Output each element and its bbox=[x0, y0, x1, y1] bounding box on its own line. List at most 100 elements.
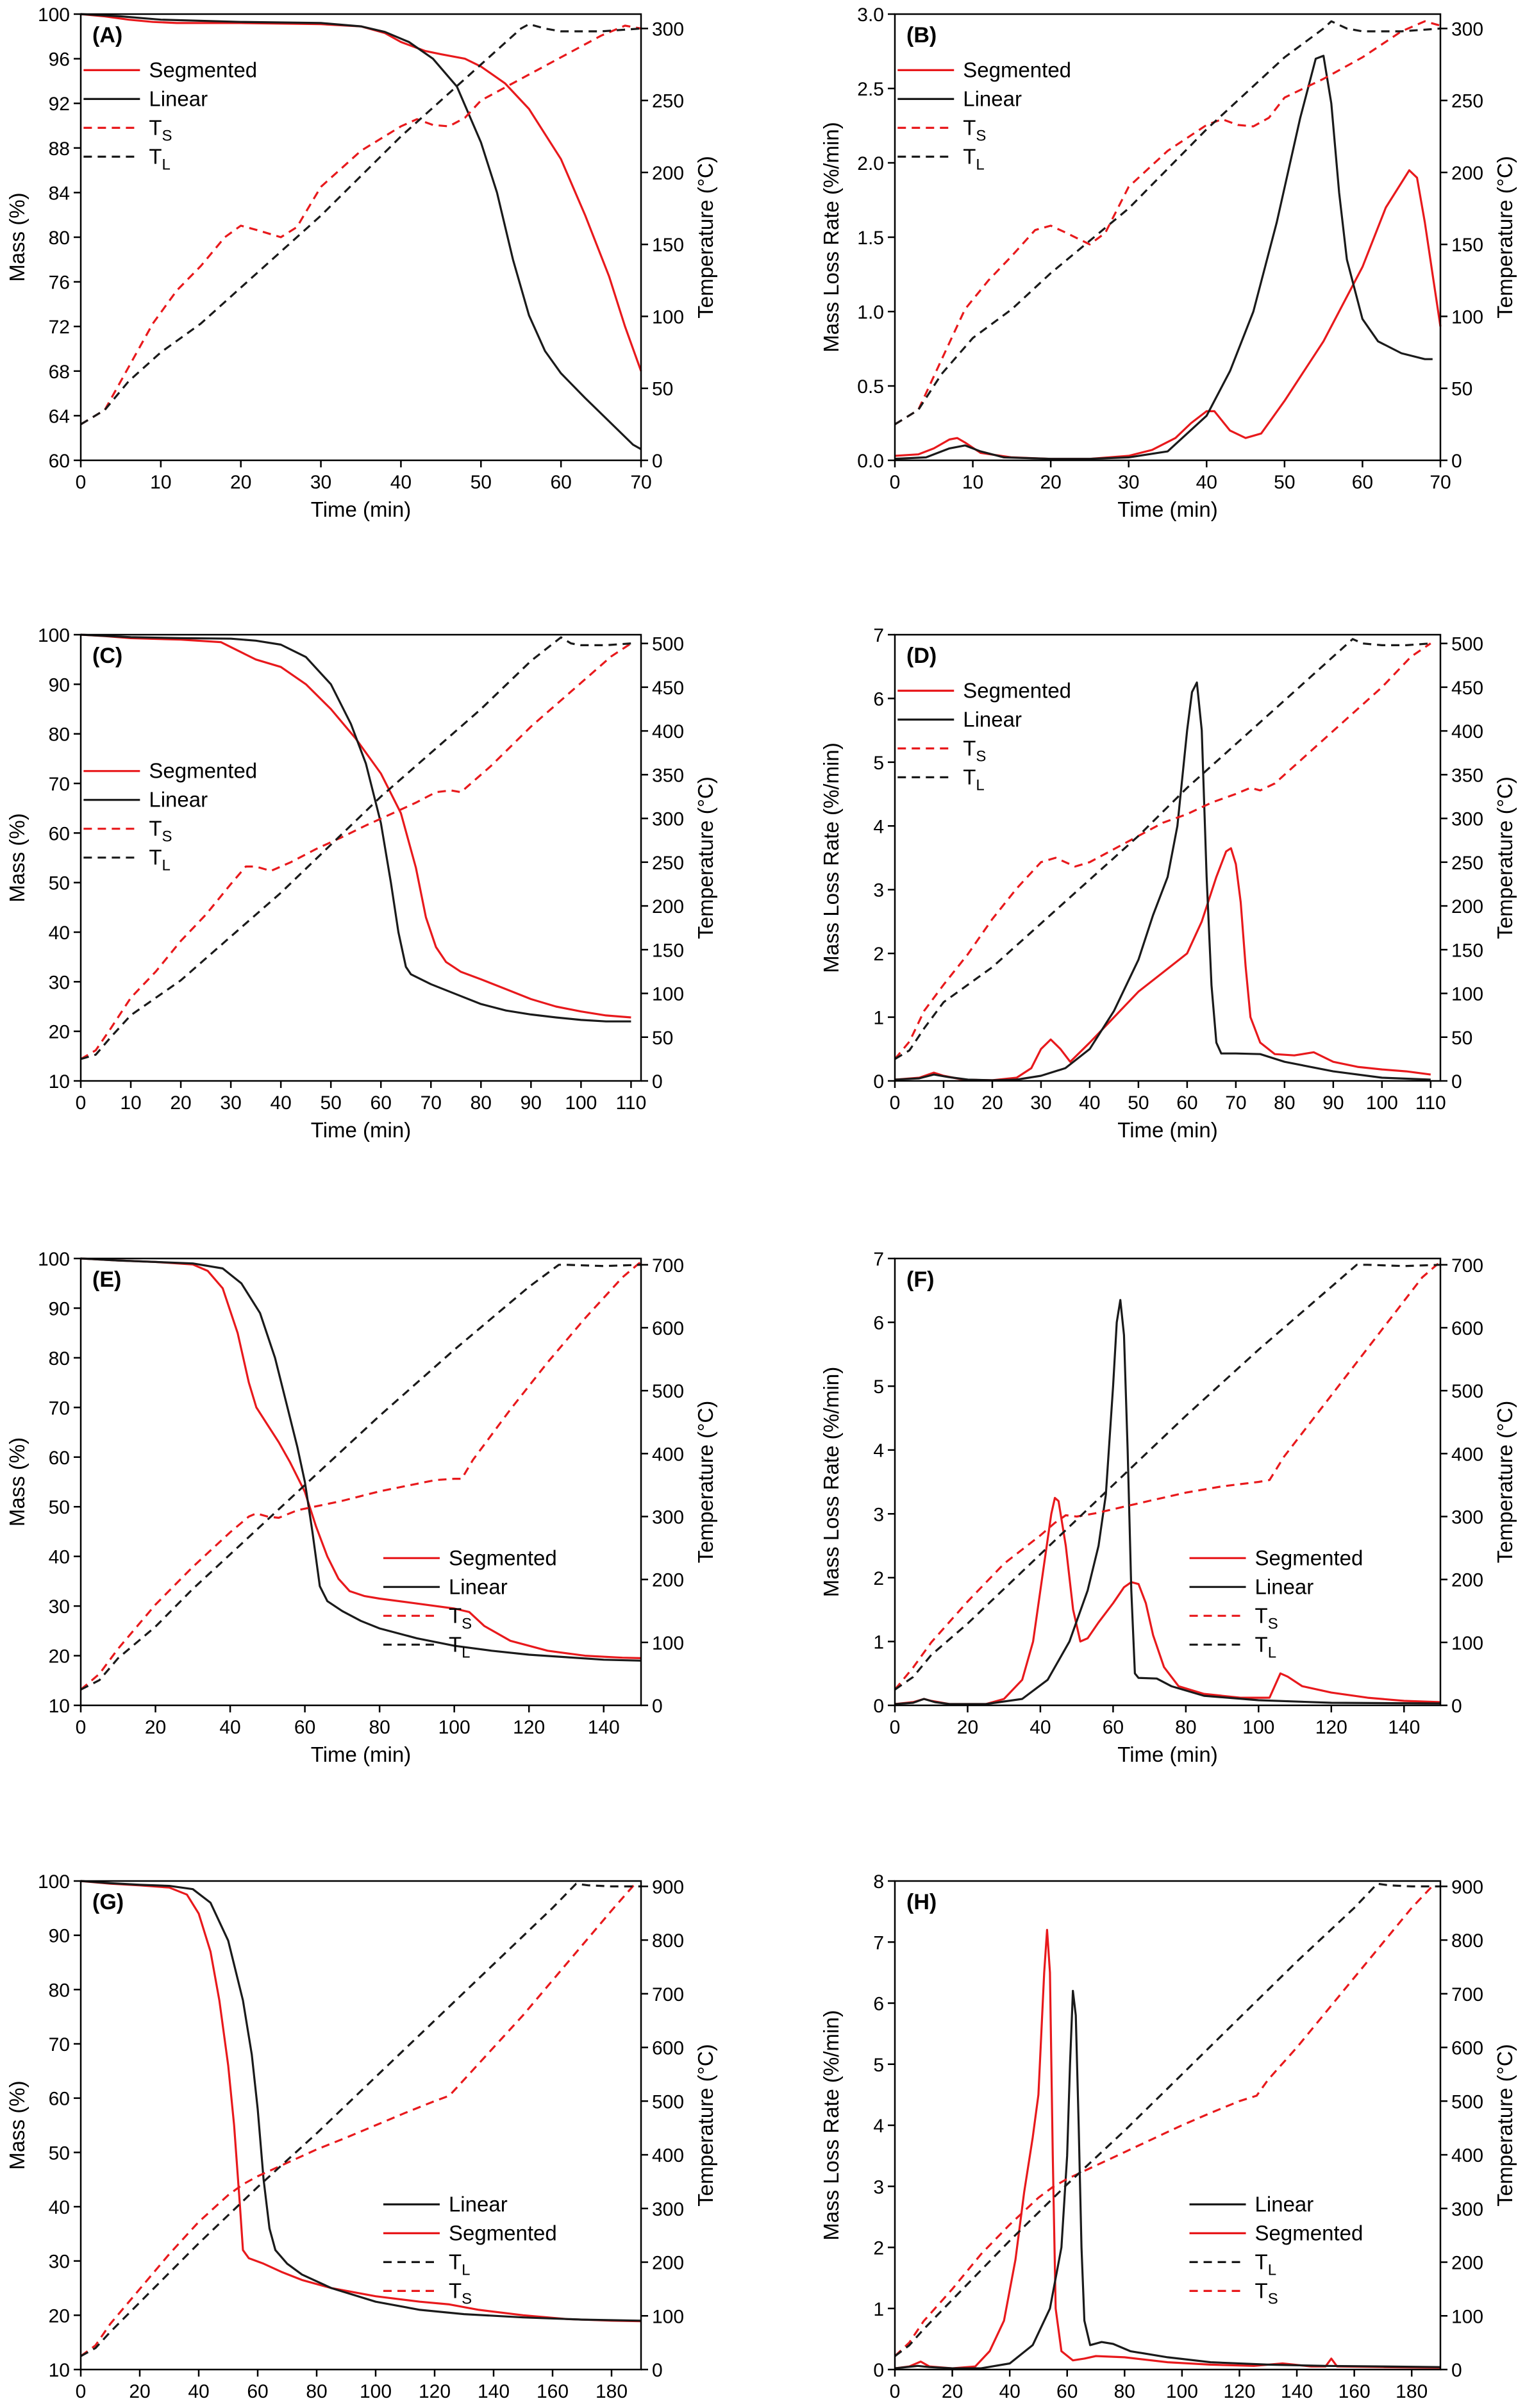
x-tick-label: 180 bbox=[596, 2381, 628, 2402]
y2-tick-label: 200 bbox=[1451, 2253, 1483, 2274]
y2-tick-label: 700 bbox=[652, 1255, 684, 1276]
x-tick-label: 20 bbox=[1040, 472, 1061, 493]
legend-label-subscript: S bbox=[462, 1615, 472, 1632]
y2-tick-label: 100 bbox=[1451, 1633, 1483, 1654]
y-tick-label: 3 bbox=[873, 2177, 884, 2198]
y2-tick-label: 100 bbox=[652, 306, 684, 328]
y-tick-label: 84 bbox=[49, 183, 70, 204]
series-line-segmented bbox=[80, 1257, 642, 1659]
y2-tick-label: 600 bbox=[1451, 2038, 1483, 2059]
x-tick-label: 90 bbox=[1322, 1092, 1344, 1114]
series-line-ts bbox=[80, 1883, 637, 2357]
x-tick-label: 50 bbox=[471, 472, 492, 493]
y2-tick-label: 600 bbox=[652, 1318, 684, 1339]
y-axis-title: Mass (%) bbox=[5, 2080, 29, 2170]
x-tick-label: 60 bbox=[371, 1092, 392, 1114]
chart-panel-c: 0 10 20 30 40 50 60 70 80 90 100 110 10 20 30 40 50 60 70 8… bbox=[5, 625, 717, 1142]
y2-tick-label: 200 bbox=[1451, 1570, 1483, 1591]
x-tick-label: 140 bbox=[1388, 1717, 1420, 1738]
y-tick-label: 2 bbox=[873, 944, 884, 965]
y2-tick-label: 200 bbox=[652, 896, 684, 917]
x-tick-label: 80 bbox=[1274, 1092, 1295, 1114]
x-tick-label: 50 bbox=[320, 1092, 341, 1114]
y2-tick-label: 400 bbox=[1451, 2145, 1483, 2166]
chart-panel-a: 0 10 20 30 40 50 60 70 60 64 68 72 76 80 84 88 92 96 100 0 5… bbox=[5, 4, 717, 521]
y2-tick-label: 100 bbox=[1451, 306, 1483, 328]
x-tick-label: 50 bbox=[1274, 472, 1295, 493]
legend-label-subscript: S bbox=[162, 828, 172, 846]
y-tick-label: 8 bbox=[873, 1871, 884, 1893]
y-tick-label: 0 bbox=[873, 1696, 884, 1717]
y-axis-title: Mass Loss Rate (%/min) bbox=[819, 1367, 843, 1597]
legend-label-subscript: S bbox=[1268, 2290, 1278, 2307]
legend-label-subscript: L bbox=[976, 156, 984, 173]
y-tick-label: 50 bbox=[49, 873, 70, 894]
y2-tick-label: 700 bbox=[1451, 1984, 1483, 2005]
legend-label: Linear bbox=[963, 707, 1022, 731]
x-tick-label: 70 bbox=[1430, 472, 1451, 493]
y2-tick-label: 100 bbox=[652, 2306, 684, 2327]
legend-label: Segmented bbox=[1255, 1546, 1363, 1569]
y-tick-label: 1.5 bbox=[857, 228, 884, 249]
series-line-ts bbox=[80, 642, 632, 1060]
series-line-segmented bbox=[80, 1880, 642, 2323]
y2-tick-label: 450 bbox=[652, 678, 684, 699]
x-tick-label: 40 bbox=[1030, 1717, 1051, 1738]
y-tick-label: 5 bbox=[873, 2055, 884, 2076]
legend-label-subscript: L bbox=[1268, 1644, 1276, 1661]
y2-tick-label: 0 bbox=[652, 451, 663, 472]
y-tick-label: 2 bbox=[873, 2238, 884, 2259]
y2-tick-label: 0 bbox=[1451, 451, 1462, 472]
y2-tick-label: 400 bbox=[1451, 721, 1483, 742]
x-tick-label: 80 bbox=[1175, 1717, 1196, 1738]
series-line-segmented bbox=[894, 1496, 1441, 1705]
chart-panel-g: 0 20 40 60 80 100 120 140 160 180 10 20 30 40 50 60 70 80… bbox=[5, 1871, 717, 2408]
y-tick-label: 60 bbox=[49, 1448, 70, 1469]
legend-label: Linear bbox=[149, 87, 208, 110]
y-tick-label: 76 bbox=[49, 272, 70, 294]
x-axis-title: Time (min) bbox=[311, 497, 411, 521]
legend-label: TS bbox=[963, 736, 986, 765]
x-tick-label: 40 bbox=[390, 472, 412, 493]
legend-label: TL bbox=[449, 1632, 471, 1661]
series-line-ts bbox=[894, 20, 1441, 426]
plot-frame bbox=[79, 1880, 642, 2371]
y2-tick-label: 0 bbox=[1451, 1696, 1462, 1717]
plot-frame bbox=[894, 1257, 1442, 1707]
legend-label: TL bbox=[149, 144, 171, 173]
y-tick-label: 90 bbox=[49, 1298, 70, 1319]
series-line-tl bbox=[894, 20, 1441, 426]
series-line-segmented bbox=[894, 1928, 1441, 2370]
y2-tick-label: 250 bbox=[1451, 853, 1483, 874]
legend-label-subscript: S bbox=[162, 127, 172, 144]
y2-tick-label: 600 bbox=[652, 2038, 684, 2059]
y-tick-label: 30 bbox=[49, 2252, 70, 2273]
y-tick-label: 92 bbox=[49, 94, 70, 115]
y-tick-label: 80 bbox=[49, 1980, 70, 2001]
y2-tick-label: 700 bbox=[1451, 1255, 1483, 1276]
series-line-linear bbox=[80, 633, 631, 1023]
y-tick-label: 30 bbox=[49, 1596, 70, 1618]
y-tick-label: 0.5 bbox=[857, 376, 884, 397]
legend-label: Linear bbox=[449, 1575, 508, 1598]
panel-label: (C) bbox=[92, 644, 122, 668]
y-tick-label: 70 bbox=[49, 1398, 70, 1419]
y2-tick-label: 0 bbox=[1451, 1071, 1462, 1092]
y-axis-title: Mass (%) bbox=[5, 813, 29, 902]
x-tick-label: 70 bbox=[630, 472, 651, 493]
legend-label-subscript: L bbox=[162, 156, 171, 173]
x-tick-label: 140 bbox=[588, 1717, 620, 1738]
y-tick-label: 40 bbox=[49, 2197, 70, 2218]
x-tick-label: 60 bbox=[294, 1717, 315, 1738]
y-tick-label: 3.0 bbox=[857, 4, 884, 26]
y-axis-title: Mass Loss Rate (%/min) bbox=[819, 742, 843, 973]
y2-tick-label: 300 bbox=[652, 809, 684, 830]
x-tick-label: 100 bbox=[1242, 1717, 1274, 1738]
legend-label: TS bbox=[963, 115, 986, 144]
legend-label-subscript: L bbox=[462, 2261, 470, 2278]
legend-label: TL bbox=[1255, 1632, 1277, 1661]
panel-label: (G) bbox=[92, 1890, 124, 1914]
y2-tick-label: 150 bbox=[1451, 940, 1483, 961]
y-tick-label: 90 bbox=[49, 1926, 70, 1947]
